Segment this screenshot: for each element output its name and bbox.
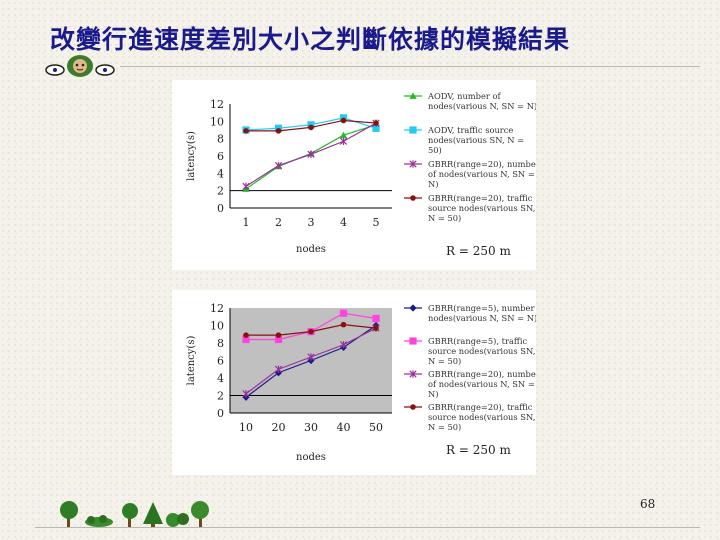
data-point bbox=[372, 124, 380, 132]
data-point bbox=[274, 365, 283, 373]
y-tick-label: 10 bbox=[210, 115, 224, 128]
chart-1-caption: R = 250 m bbox=[446, 244, 511, 258]
y-axis-label: latency(s) bbox=[186, 336, 197, 386]
data-point bbox=[339, 137, 348, 145]
data-point bbox=[274, 161, 283, 170]
y-tick-label: 0 bbox=[217, 407, 224, 420]
data-point bbox=[242, 335, 250, 344]
data-point bbox=[339, 309, 348, 317]
data-point bbox=[308, 328, 314, 335]
legend-marker bbox=[410, 404, 416, 410]
y-tick-label: 12 bbox=[210, 302, 224, 315]
x-tick-label: 4 bbox=[340, 216, 347, 229]
x-tick-label: 5 bbox=[373, 216, 380, 229]
trees-decoration-icon bbox=[60, 501, 209, 528]
legend-marker bbox=[409, 370, 417, 378]
chart-aodv-vs-gbrr: 12 10 8 6 4 2 0 1 2 3 4 5 latency(s) nodes AODV, numbe… bbox=[172, 80, 540, 270]
x-tick-label: 30 bbox=[304, 421, 318, 434]
legend-entry: GBRR(range=5), number of nodes(various N,… bbox=[428, 303, 536, 323]
data-point bbox=[373, 325, 379, 331]
y-tick-label: 0 bbox=[217, 202, 224, 215]
data-point bbox=[274, 335, 283, 344]
data-point bbox=[373, 120, 379, 126]
chart-gbrr-range-comparison: 12 10 8 6 4 2 0 10 20 30 40 50 latency(s) nodes GBRR(r… bbox=[172, 290, 546, 475]
data-point bbox=[339, 131, 348, 139]
x-axis-label: nodes bbox=[296, 244, 326, 255]
data-point bbox=[308, 124, 314, 131]
y-tick-label: 4 bbox=[217, 372, 224, 385]
y-tick-label: 10 bbox=[210, 320, 224, 333]
data-point bbox=[307, 150, 315, 158]
legend-entry: GBRR(range=5), traffic source nodes(vario… bbox=[428, 336, 535, 366]
footer-divider bbox=[35, 527, 700, 528]
legend-marker bbox=[409, 337, 417, 345]
chart-2-caption: R = 250 m bbox=[446, 443, 511, 457]
legend-entry: AODV, traffic source nodes(various SN, N … bbox=[427, 125, 524, 155]
mascot-icon bbox=[45, 55, 115, 77]
data-point bbox=[340, 117, 347, 124]
legend-entry: GBRR(range=20), traffic source nodes(vari… bbox=[428, 402, 535, 432]
slide-title: 改變行進速度差別大小之判斷依據的模擬結果 bbox=[50, 25, 571, 54]
title-divider bbox=[120, 66, 700, 67]
data-point bbox=[242, 390, 250, 398]
x-tick-label: 20 bbox=[272, 421, 286, 434]
legend-marker bbox=[409, 126, 417, 134]
legend-marker bbox=[409, 160, 417, 168]
legend-entry: AODV, number of nodes(various N, SN = N) bbox=[427, 91, 536, 111]
data-point bbox=[243, 332, 249, 338]
data-point bbox=[340, 321, 347, 328]
y-tick-label: 6 bbox=[217, 355, 224, 368]
legend-marker bbox=[410, 195, 416, 201]
x-tick-label: 2 bbox=[275, 216, 282, 229]
legend-entry: GBRR(range=20), number of nodes(various N… bbox=[428, 369, 536, 399]
data-point bbox=[242, 182, 250, 191]
x-tick-label: 40 bbox=[337, 421, 351, 434]
data-point bbox=[243, 128, 249, 134]
x-tick-label: 1 bbox=[243, 216, 250, 229]
legend-entry: GBRR(range=20), number of nodes(various N… bbox=[428, 159, 536, 189]
legend-marker bbox=[409, 304, 417, 312]
y-tick-label: 8 bbox=[217, 337, 224, 350]
x-tick-label: 50 bbox=[369, 421, 383, 434]
page-number: 68 bbox=[640, 497, 656, 511]
y-tick-label: 12 bbox=[210, 98, 224, 111]
y-tick-label: 2 bbox=[217, 185, 224, 198]
data-point bbox=[275, 332, 282, 338]
x-tick-label: 3 bbox=[308, 216, 315, 229]
x-tick-label: 10 bbox=[239, 421, 253, 434]
y-tick-label: 2 bbox=[217, 390, 224, 403]
data-point bbox=[372, 314, 380, 323]
y-tick-label: 4 bbox=[217, 167, 224, 180]
data-point bbox=[339, 341, 348, 349]
y-tick-label: 8 bbox=[217, 133, 224, 146]
legend-marker bbox=[409, 92, 417, 99]
y-tick-label: 6 bbox=[217, 150, 224, 163]
data-point bbox=[275, 128, 282, 134]
legend-entry: GBRR(range=20), traffic source nodes(vari… bbox=[428, 193, 535, 223]
y-axis-label: latency(s) bbox=[186, 131, 197, 181]
x-axis-label: nodes bbox=[296, 452, 326, 463]
data-point bbox=[307, 353, 315, 361]
